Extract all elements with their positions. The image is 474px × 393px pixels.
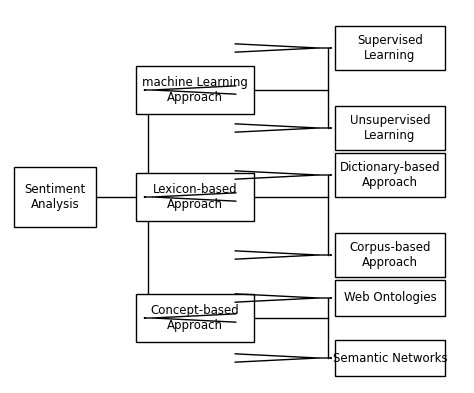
Text: Semantic Networks: Semantic Networks	[333, 351, 447, 364]
Text: Concept-based
Approach: Concept-based Approach	[151, 304, 239, 332]
FancyBboxPatch shape	[136, 66, 254, 114]
FancyBboxPatch shape	[14, 167, 96, 227]
Text: Sentiment
Analysis: Sentiment Analysis	[24, 183, 86, 211]
FancyBboxPatch shape	[335, 153, 445, 197]
FancyBboxPatch shape	[335, 26, 445, 70]
Text: machine Learning
Approach: machine Learning Approach	[142, 76, 248, 104]
FancyBboxPatch shape	[335, 106, 445, 150]
FancyBboxPatch shape	[335, 340, 445, 376]
Text: Corpus-based
Approach: Corpus-based Approach	[349, 241, 431, 269]
Text: Unsupervised
Learning: Unsupervised Learning	[350, 114, 430, 142]
FancyBboxPatch shape	[136, 294, 254, 342]
FancyBboxPatch shape	[136, 173, 254, 221]
FancyBboxPatch shape	[335, 233, 445, 277]
FancyBboxPatch shape	[335, 280, 445, 316]
Text: Web Ontologies: Web Ontologies	[344, 292, 437, 305]
Text: Supervised
Learning: Supervised Learning	[357, 34, 423, 62]
Text: Lexicon-based
Approach: Lexicon-based Approach	[153, 183, 237, 211]
Text: Dictionary-based
Approach: Dictionary-based Approach	[340, 161, 440, 189]
